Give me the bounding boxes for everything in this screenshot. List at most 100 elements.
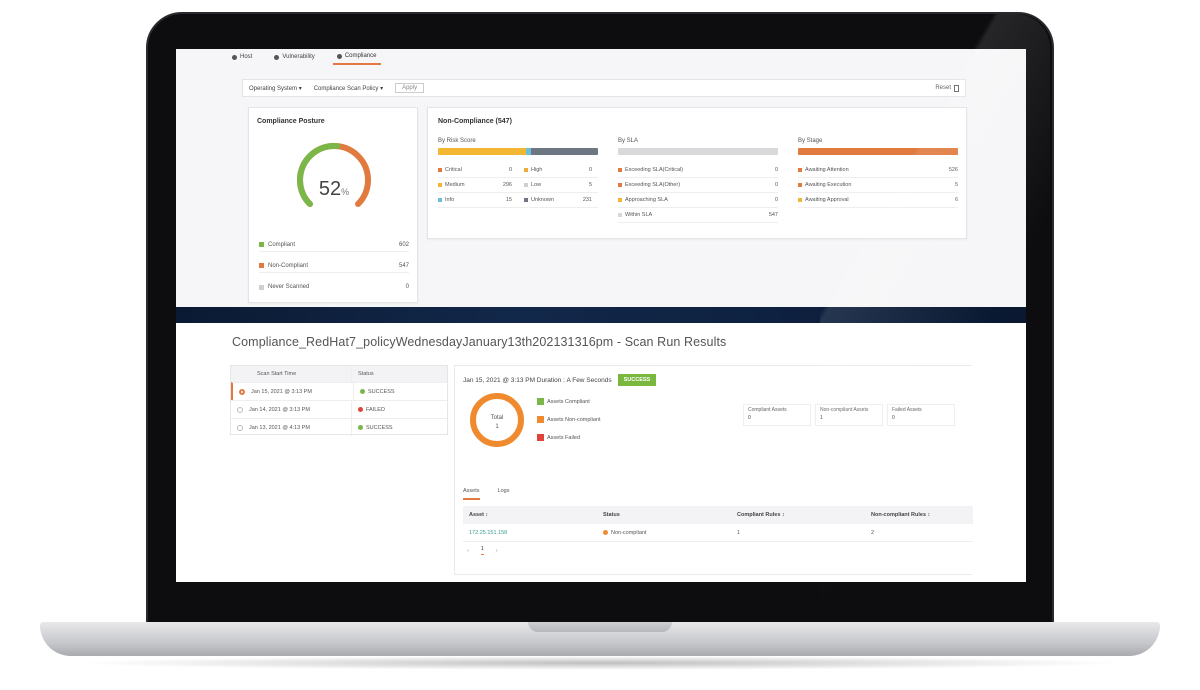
asset-status: Non-compliant — [597, 530, 731, 536]
row-label: Compliant — [268, 241, 296, 248]
stage-swatch — [798, 183, 802, 187]
scan-run-details: Jan 15, 2021 @ 3:13 PM Duration : A Few … — [454, 365, 973, 575]
risk-label: Low — [531, 182, 542, 188]
col-noncompliant-rules[interactable]: Non-compliant Rules ↕ — [871, 512, 931, 518]
posture-row-compliant: Compliant 602 — [259, 238, 409, 252]
risk-bar-unknown — [530, 148, 598, 155]
run-radio[interactable] — [239, 388, 245, 395]
scan-runs-table: Scan Start Time Status Jan 15, 2021 @ 3:… — [230, 365, 448, 436]
col-asset[interactable]: Asset ↕ — [469, 512, 489, 518]
col-compliant-rules[interactable]: Compliant Rules ↕ — [737, 512, 785, 518]
by-risk-score: By Risk Score Critical 0 High 0 Medium 296 — [438, 138, 598, 208]
tab-assets[interactable]: Assets — [463, 488, 480, 500]
low-swatch — [524, 183, 528, 187]
posture-percent: 52 — [318, 178, 342, 200]
page-title: Compliance_RedHat7_policyWednesdayJanuar… — [232, 335, 727, 349]
stage-rows: Awaiting Attention 526 Awaiting Execution… — [798, 163, 958, 208]
scan-run-row[interactable]: Jan 14, 2021 @ 3:13 PM FAILED — [231, 400, 447, 418]
document-icon — [954, 84, 959, 92]
tab-compliance[interactable]: Compliance — [332, 51, 381, 65]
gauge-compliant-arc — [297, 143, 341, 208]
run-radio[interactable] — [237, 424, 243, 431]
details-duration: Jan 15, 2021 @ 3:13 PM Duration : A Few … — [463, 376, 612, 384]
stage-value: 526 — [948, 167, 958, 173]
failed-icon — [358, 407, 363, 412]
sla-value: 547 — [768, 212, 778, 218]
run-time: Jan 13, 2021 @ 4:13 PM — [249, 424, 310, 431]
posture-row-never-scanned: Never Scanned 0 — [259, 280, 409, 294]
page-number[interactable]: 1 — [480, 546, 484, 555]
stage-bar-attention — [798, 148, 958, 155]
sla-row: Exceeding SLA(Other) 0 — [618, 178, 778, 193]
prev-page-button[interactable]: ‹ — [467, 547, 469, 554]
assets-table-header: Asset ↕ Status Compliant Rules ↕ Non-com… — [463, 506, 973, 524]
asset-link[interactable]: 172.25.151.158 — [469, 529, 508, 536]
stage-label: Awaiting Attention — [805, 167, 849, 173]
risk-label: Unknown — [531, 197, 554, 203]
wrench-icon — [232, 54, 237, 60]
risk-bar-medium — [438, 148, 526, 155]
never-scanned-swatch — [259, 284, 264, 290]
unknown-swatch — [524, 198, 528, 202]
bug-icon — [274, 54, 280, 60]
gauge-value: 52% — [249, 178, 419, 201]
tab-logs[interactable]: Logs — [497, 488, 510, 494]
sla-swatch — [618, 198, 622, 202]
legend-label: Assets Failed — [547, 434, 581, 441]
apply-button[interactable]: Apply — [395, 83, 425, 93]
sla-label: Exceeding SLA(Critical) — [625, 167, 684, 173]
reset-button[interactable]: Reset — [935, 84, 959, 92]
tab-label: Vulnerability — [282, 54, 315, 60]
reset-label: Reset — [935, 85, 951, 91]
policy-filter[interactable]: Compliance Scan Policy ▾ — [313, 85, 384, 92]
risk-label: Info — [445, 197, 455, 203]
row-label: Never Scanned — [268, 284, 310, 290]
legend-failed: Assets Failed — [537, 434, 580, 441]
assets-donut — [470, 393, 524, 447]
lock-icon — [336, 53, 342, 59]
scan-run-row[interactable]: Jan 13, 2021 @ 4:13 PM SUCCESS — [231, 418, 447, 436]
operating-system-filter[interactable]: Operating System ▾ — [249, 85, 302, 92]
success-icon — [360, 389, 365, 394]
sla-label: Within SLA — [625, 212, 653, 218]
risk-value: 231 — [582, 197, 592, 203]
risk-value: 15 — [505, 197, 512, 203]
donut-value: 1 — [495, 424, 499, 430]
compliant-rules-value: 1 — [737, 529, 741, 536]
sla-value: 0 — [774, 197, 778, 203]
stage-swatch — [798, 198, 802, 202]
donut-noncompliant-ring — [470, 393, 524, 447]
compliance-dashboard: Host Vulnerability Compliance Operating … — [176, 49, 1026, 307]
stage-bar — [798, 148, 958, 155]
main-tabs: Host Vulnerability Compliance — [228, 51, 381, 65]
non-compliance-card: Non-Compliance (547) By Risk Score Criti… — [427, 107, 967, 239]
tab-vulnerability[interactable]: Vulnerability — [270, 51, 318, 65]
sla-row: Approaching SLA 0 — [618, 193, 778, 208]
next-page-button[interactable]: › — [495, 547, 498, 554]
risk-bar-info — [526, 148, 531, 155]
row-value: 602 — [398, 241, 409, 248]
stat-compliant: Compliant Assets 0 — [743, 404, 811, 426]
section-divider-band — [176, 307, 1026, 323]
filter-bar: Operating System ▾ Compliance Scan Polic… — [242, 79, 966, 97]
tab-host[interactable]: Host — [228, 51, 256, 65]
legend-compliant: Assets Compliant — [537, 398, 590, 405]
noncompliant-rules-value: 2 — [871, 529, 875, 536]
sla-rows: Exceeding SLA(Critical) 0 Exceeding SLA(O… — [618, 163, 778, 223]
sla-title: By SLA — [618, 138, 639, 144]
stat-label: Non-compliant Assets — [820, 407, 869, 413]
risk-row: Medium 296 Low 5 — [438, 178, 598, 193]
assets-table: Asset ↕ Status Compliant Rules ↕ Non-com… — [463, 506, 973, 542]
sla-bar-within — [618, 148, 778, 155]
tab-label: Compliance — [344, 53, 377, 59]
critical-swatch — [438, 168, 442, 172]
risk-rows: Critical 0 High 0 Medium 296 Low 5 Info 15 Un… — [438, 163, 598, 208]
by-stage: By Stage Awaiting Attention 526 Awaiting … — [798, 138, 958, 208]
asset-status-text: Non-compliant — [611, 529, 647, 536]
details-header: Jan 15, 2021 @ 3:13 PM Duration : A Few … — [463, 374, 657, 386]
table-row: 172.25.151.158 Non-compliant 1 2 — [463, 524, 973, 542]
scan-run-row[interactable]: Jan 15, 2021 @ 3:13 PM SUCCESS — [231, 382, 447, 400]
sla-value: 0 — [774, 167, 778, 173]
run-radio[interactable] — [237, 406, 243, 413]
legend-noncompliant: Assets Non-compliant — [537, 416, 601, 423]
